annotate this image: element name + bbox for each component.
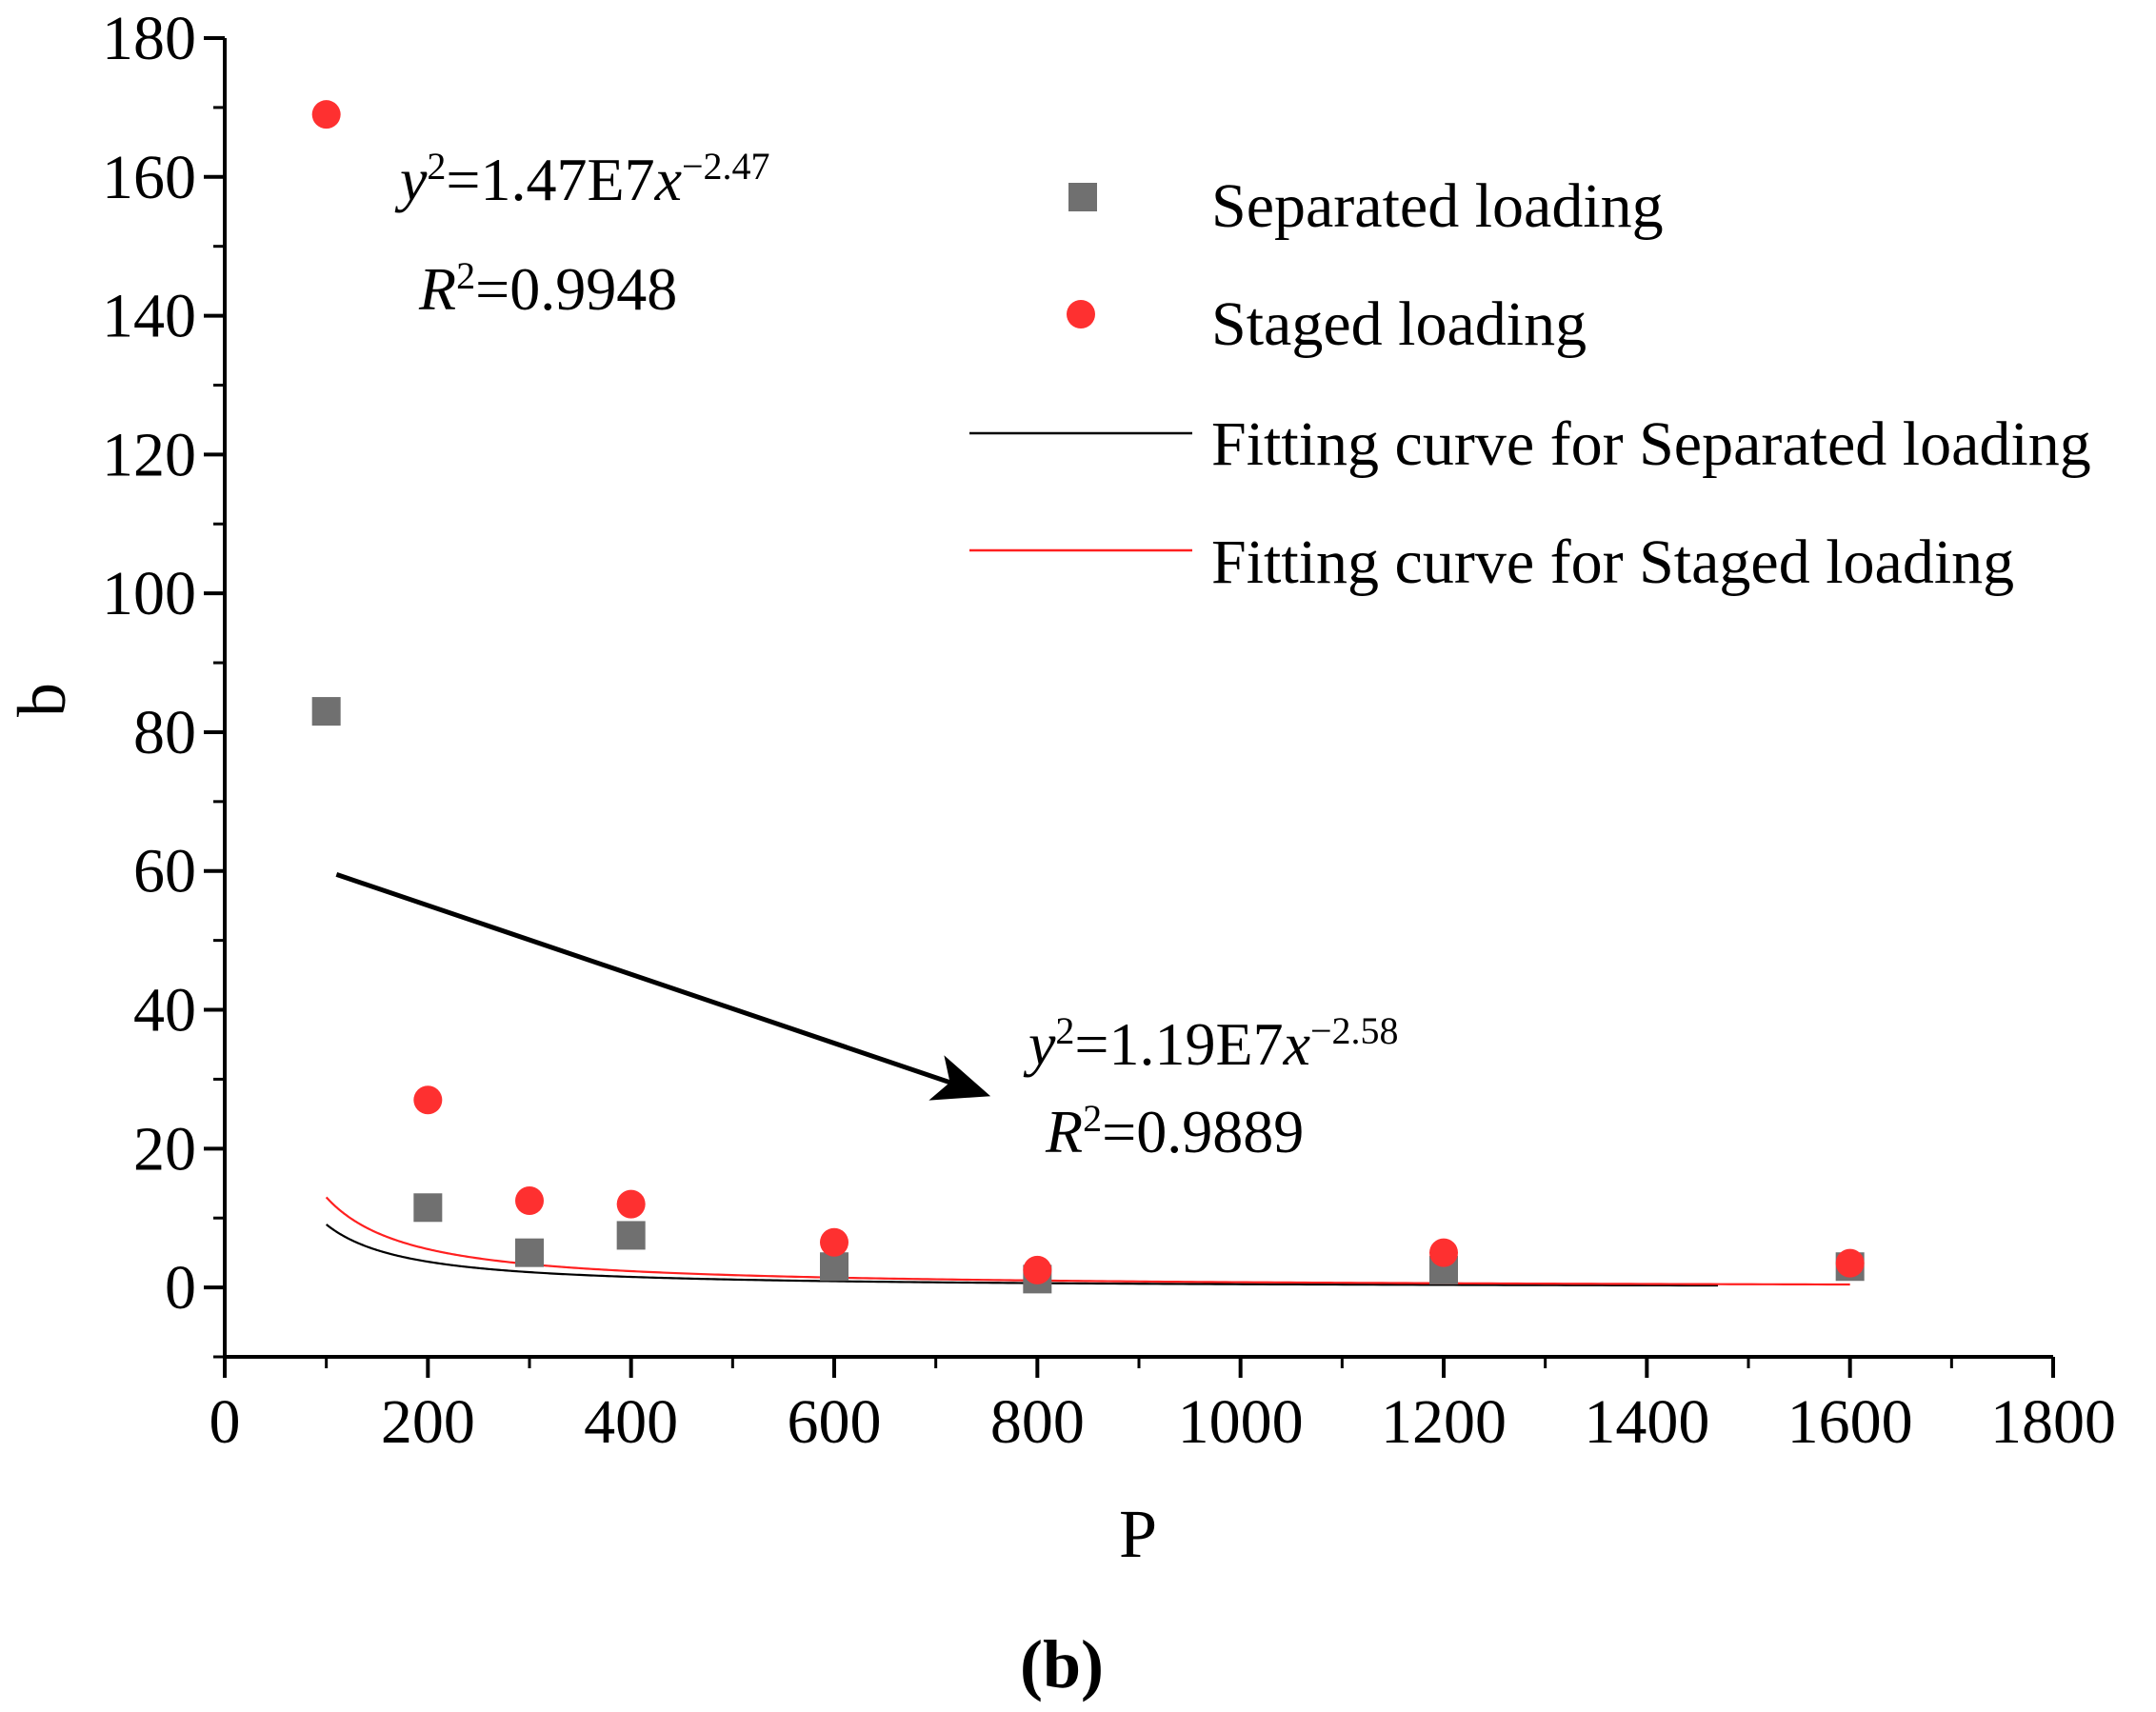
x-tick-label: 400 — [584, 1387, 678, 1457]
r2-staged-r: R — [418, 255, 456, 323]
point-staged — [1835, 1248, 1865, 1278]
y-tick-label: 100 — [102, 559, 196, 628]
eq-staged-y: y — [394, 146, 428, 213]
r2-staged-value: =0.9948 — [475, 255, 677, 323]
fit-r2-staged: R2=0.9948 — [418, 254, 677, 324]
y-tick-label: 40 — [133, 976, 196, 1045]
fit-lines — [325, 1196, 1850, 1287]
fit-equation-staged: y2=1.47E7x−2.47 — [394, 145, 770, 214]
x-tick-labels: 0 200 400 600 800 1000 1200 1400 1600 1800 — [210, 1387, 2117, 1457]
eq-separated-main: =1.19E7 — [1074, 1010, 1283, 1078]
panel-label-close: ) — [1081, 1626, 1104, 1702]
point-staged — [311, 100, 341, 129]
legend-marker-staged — [1067, 300, 1095, 328]
r2-separated-sup: 2 — [1083, 1097, 1102, 1140]
panel-label-letter: b — [1043, 1626, 1081, 1702]
x-tick-label: 1000 — [1178, 1387, 1304, 1457]
x-axis-title: P — [1119, 1496, 1157, 1572]
eq-staged-exp: −2.47 — [682, 145, 770, 188]
eq-separated-sup: 2 — [1055, 1009, 1074, 1052]
x-tick-label: 1400 — [1584, 1387, 1709, 1457]
y-tick-label: 20 — [133, 1114, 196, 1184]
fit-curve-staged — [325, 1196, 1850, 1286]
x-tick-label: 0 — [210, 1387, 241, 1457]
y-tick-labels: 0 20 40 60 80 100 120 140 160 180 — [102, 4, 196, 1323]
point-staged — [413, 1085, 443, 1115]
y-tick-label: 160 — [102, 143, 196, 212]
annotation-arrow — [335, 872, 991, 1101]
r2-separated-r: R — [1045, 1098, 1083, 1165]
eq-separated-x: x — [1283, 1010, 1310, 1078]
point-separated — [820, 1252, 848, 1282]
r2-staged-sup: 2 — [456, 254, 475, 297]
x-tick-label: 1200 — [1381, 1387, 1507, 1457]
panel-label-open: ( — [1020, 1626, 1043, 1702]
eq-separated-y: y — [1023, 1010, 1056, 1078]
y-ticks — [204, 36, 225, 1359]
y-tick-label: 80 — [133, 698, 196, 767]
point-separated — [413, 1193, 443, 1223]
legend-label-separated-fit: Fitting curve for Separated loading — [1211, 409, 2091, 479]
markers — [311, 100, 1865, 1294]
eq-staged-x: x — [654, 146, 682, 213]
legend-marker-separated — [1068, 183, 1097, 211]
x-tick-label: 1800 — [1990, 1387, 2116, 1457]
x-tick-label: 1600 — [1787, 1387, 1913, 1457]
point-separated — [616, 1221, 646, 1250]
fit-equation-separated: y2=1.19E7x−2.58 — [1023, 1009, 1399, 1079]
y-tick-label: 140 — [102, 282, 196, 351]
fit-curve-separated — [325, 1224, 1719, 1287]
y-tick-label: 60 — [133, 837, 196, 906]
point-staged — [1429, 1238, 1458, 1267]
y-tick-label: 180 — [102, 4, 196, 73]
legend-label-separated: Separated loading — [1211, 171, 1664, 241]
legend: Separated loading Staged loading Fitting… — [969, 171, 2091, 597]
point-separated — [311, 697, 341, 727]
point-staged — [1023, 1255, 1052, 1284]
y-axis-title: b — [4, 683, 80, 717]
legend-label-staged-fit: Fitting curve for Staged loading — [1211, 528, 2014, 597]
eq-separated-exp: −2.58 — [1310, 1009, 1399, 1052]
panel-label: (b) — [1020, 1626, 1104, 1702]
r2-separated-value: =0.9889 — [1102, 1098, 1304, 1165]
point-separated — [515, 1238, 544, 1267]
x-tick-label: 600 — [788, 1387, 882, 1457]
x-tick-label: 200 — [381, 1387, 475, 1457]
eq-staged-sup: 2 — [427, 145, 446, 188]
point-staged — [616, 1189, 646, 1219]
x-ticks — [223, 1357, 2055, 1378]
x-tick-label: 800 — [990, 1387, 1085, 1457]
legend-label-staged: Staged loading — [1211, 289, 1587, 359]
point-staged — [820, 1227, 848, 1257]
point-staged — [515, 1185, 544, 1215]
fit-r2-separated: R2=0.9889 — [1045, 1097, 1304, 1166]
y-tick-label: 120 — [102, 420, 196, 489]
eq-staged-main: =1.47E7 — [446, 146, 654, 213]
y-tick-label: 0 — [165, 1253, 196, 1323]
